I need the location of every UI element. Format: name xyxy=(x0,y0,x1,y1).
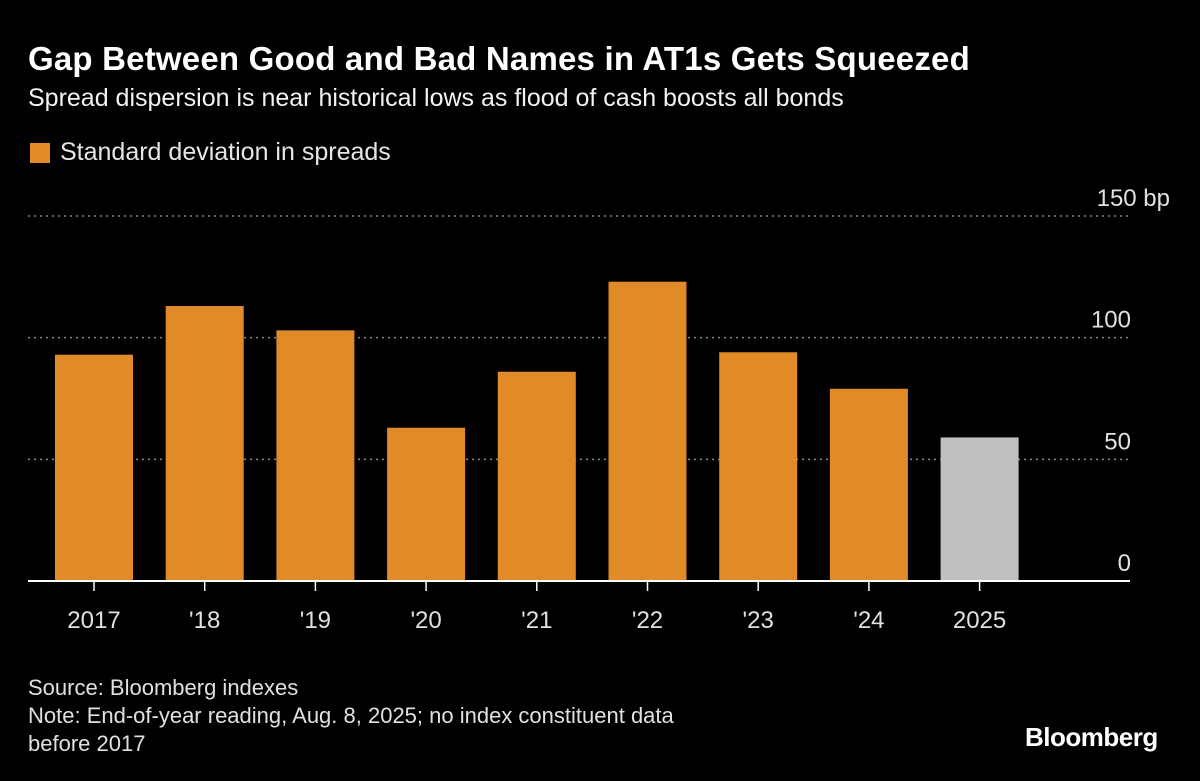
label-layer: 0 50 100 150 bp 2017 '18 '19 '20 '21 '22 '23 '24 202… xyxy=(67,185,1170,634)
chart-subtitle: Spread dispersion is near historical low… xyxy=(28,84,844,112)
axis-layer xyxy=(28,580,1130,591)
source-note: Source: Bloomberg indexes Note: End-of-y… xyxy=(28,674,908,758)
bloomberg-logo: Bloomberg xyxy=(1025,722,1158,752)
bar-24 xyxy=(829,388,908,581)
bar-2017 xyxy=(55,354,133,581)
x-tick-label-20: '20 xyxy=(410,607,441,634)
note-text-line1: Note: End-of-year reading, Aug. 8, 2025;… xyxy=(28,703,674,728)
bar-21 xyxy=(497,371,576,581)
y-tick-label-50: 50 xyxy=(1104,428,1131,455)
source-text: Source: Bloomberg indexes xyxy=(28,675,299,700)
legend: Standard deviation in spreads xyxy=(30,138,391,167)
x-tick-label-23: '23 xyxy=(743,607,774,634)
x-tick-label-2025: 2025 xyxy=(953,607,1006,634)
x-tick-label-18: '18 xyxy=(189,607,220,634)
x-tick-label-2017: 2017 xyxy=(67,607,120,634)
y-tick-label-100: 100 xyxy=(1091,307,1131,334)
bar-19 xyxy=(276,330,355,581)
note-text-line2: before 2017 xyxy=(28,731,146,756)
bar-23 xyxy=(719,352,798,581)
legend-swatch xyxy=(30,142,50,163)
x-tick-label-24: '24 xyxy=(853,607,884,634)
x-tick-label-22: '22 xyxy=(632,607,663,634)
y-tick-label-0: 0 xyxy=(1118,550,1131,577)
x-tick-label-19: '19 xyxy=(300,607,331,634)
bar-18 xyxy=(165,306,244,581)
y-tick-label-150: 150 bp xyxy=(1097,185,1170,212)
x-tick-label-21: '21 xyxy=(521,607,552,634)
legend-label: Standard deviation in spreads xyxy=(60,138,391,166)
bar-layer xyxy=(55,281,1019,581)
bar-20 xyxy=(387,427,466,581)
bar-22 xyxy=(608,281,687,581)
bar-2025 xyxy=(940,437,1019,581)
chart-title: Gap Between Good and Bad Names in AT1s G… xyxy=(28,40,970,77)
